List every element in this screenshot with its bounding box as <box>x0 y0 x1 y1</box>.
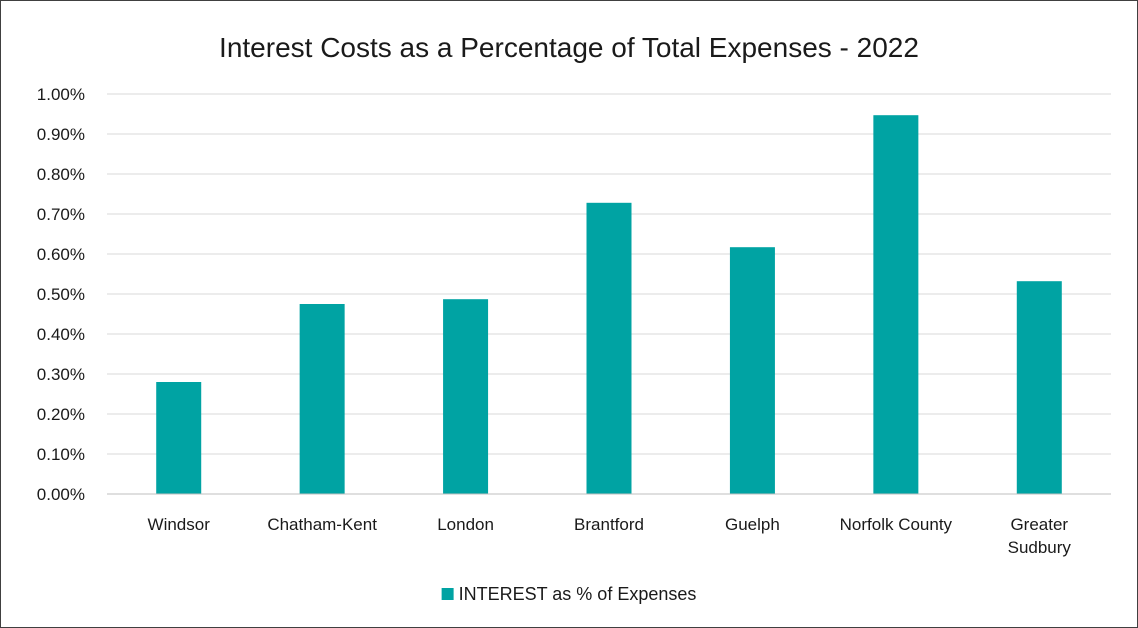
x-tick-label: Sudbury <box>1008 538 1072 557</box>
y-tick-label: 0.10% <box>37 445 85 464</box>
y-tick-label: 0.70% <box>37 205 85 224</box>
y-tick-label: 0.60% <box>37 245 85 264</box>
legend-swatch <box>441 588 454 600</box>
x-tick-label: Guelph <box>725 515 780 534</box>
y-tick-label: 0.30% <box>37 365 85 384</box>
bar-chatham-kent <box>299 304 345 494</box>
legend: INTEREST as % of Expenses <box>441 584 697 604</box>
x-axis-ticks: Windsor Chatham-Kent London Brantford Guelph… <box>148 515 1072 557</box>
bar-london <box>443 299 489 494</box>
bar-brantford <box>586 202 632 495</box>
bar-norfolk-county <box>873 115 919 494</box>
y-tick-label: 0.80% <box>37 165 85 184</box>
x-tick-label: Norfolk County <box>840 515 953 534</box>
y-tick-label: 0.50% <box>37 285 85 304</box>
y-tick-label: 0.90% <box>37 125 85 144</box>
legend-label: INTEREST as % of Expenses <box>459 584 697 604</box>
x-tick-label: Brantford <box>574 515 644 534</box>
y-tick-label: 0.00% <box>37 485 85 504</box>
bar-greater-sudbury <box>1016 281 1062 494</box>
y-tick-label: 0.20% <box>37 405 85 424</box>
chart-title: Interest Costs as a Percentage of Total … <box>219 32 919 63</box>
x-tick-label: Greater <box>1010 515 1068 534</box>
x-tick-label: Chatham-Kent <box>267 515 377 534</box>
bars <box>156 115 1062 495</box>
x-tick-label: Windsor <box>148 515 211 534</box>
y-axis-ticks: 0.00% 0.10% 0.20% 0.30% 0.40% 0.50% 0.60% 0.70%… <box>37 85 85 504</box>
bar-guelph <box>729 247 775 494</box>
y-tick-label: 0.40% <box>37 325 85 344</box>
bar-windsor <box>156 382 202 494</box>
y-tick-label: 1.00% <box>37 85 85 104</box>
x-tick-label: London <box>437 515 494 534</box>
